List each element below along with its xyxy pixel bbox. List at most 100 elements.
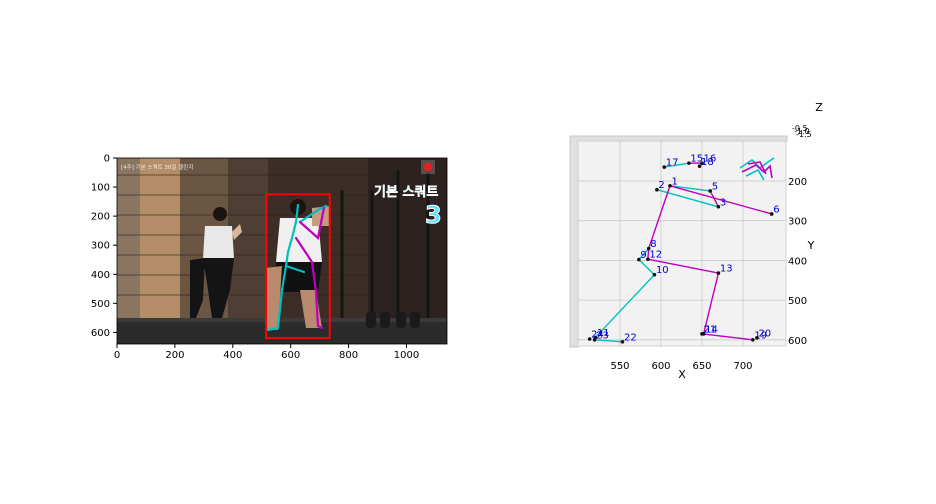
keypoint-label: 14 bbox=[705, 324, 718, 335]
keypoint-marker bbox=[716, 271, 721, 275]
bone-line bbox=[669, 185, 772, 215]
bone-line bbox=[648, 185, 671, 249]
keypoint-marker bbox=[708, 189, 712, 193]
keypoint-label: 9 bbox=[640, 250, 646, 261]
y-tick-label: 0 bbox=[104, 154, 110, 165]
keypoint-marker bbox=[700, 332, 704, 336]
x-tick-label: 600 bbox=[281, 350, 300, 361]
x-tick-label: 550 bbox=[610, 361, 629, 372]
keypoint-label: 12 bbox=[649, 250, 662, 261]
photo-image: [4주] 기본 스쿼트 30일 챌린지 기본 스쿼트 3 bbox=[117, 158, 447, 344]
pane-back-wall bbox=[577, 140, 787, 347]
keypoint-label: 20 bbox=[758, 328, 771, 339]
keypoint-label: 13 bbox=[720, 264, 733, 275]
pose-3d-panel: 550 600 650 700 200 300 400 500 600 X Y Z -0.5 -… bbox=[569, 101, 823, 381]
keypoint-label: 15 bbox=[690, 154, 703, 165]
y-tick-label: 400 bbox=[91, 270, 110, 281]
keypoint-marker bbox=[662, 165, 667, 169]
bone-line bbox=[664, 162, 689, 168]
y-tick-label: 300 bbox=[788, 217, 807, 228]
image-axes-frame bbox=[116, 157, 448, 345]
y-tick-label: 600 bbox=[91, 328, 110, 339]
x-axis-label: X bbox=[678, 368, 686, 381]
bounding-box bbox=[265, 193, 331, 340]
y-axis-label: Y bbox=[807, 239, 815, 252]
x-tick-label: 200 bbox=[165, 350, 184, 361]
channel-logo bbox=[421, 160, 435, 174]
z-axis-ticks: -0.5 -1.0 -1.5 bbox=[792, 124, 812, 139]
y-tick-label: 200 bbox=[788, 177, 807, 188]
keypoint-marker bbox=[697, 164, 702, 169]
keypoint-label: 5 bbox=[712, 181, 718, 192]
bone-line bbox=[594, 274, 655, 338]
x-tick-label: 600 bbox=[651, 361, 670, 372]
svg-text:-1.0: -1.0 bbox=[794, 127, 810, 136]
y-tick-label: 500 bbox=[91, 299, 110, 310]
keypoint-marker bbox=[592, 338, 597, 342]
x-tick-label: 400 bbox=[223, 350, 242, 361]
keypoint-marker bbox=[587, 337, 592, 341]
bone-line bbox=[647, 258, 719, 274]
image-panel: [4주] 기본 스쿼트 30일 챌린지 기본 스쿼트 3 0 200 400 600 8… bbox=[91, 154, 448, 362]
keypoint-label: 1 bbox=[672, 176, 678, 187]
keypoint-label: 22 bbox=[624, 332, 637, 343]
keypoint-marker bbox=[668, 183, 672, 188]
y-tick-label: 100 bbox=[91, 183, 110, 194]
y-tick-label: 400 bbox=[788, 256, 807, 267]
keypoint-label: 8 bbox=[650, 239, 656, 250]
x-tick-label: 700 bbox=[733, 361, 752, 372]
keypoint-marker bbox=[716, 205, 721, 209]
keypoint-marker bbox=[751, 338, 755, 342]
bone-line bbox=[702, 272, 720, 335]
keypoint-label: 2 bbox=[658, 180, 664, 191]
keypoint-label: 24 bbox=[591, 330, 604, 341]
keypoint-marker bbox=[637, 257, 641, 262]
y-tick-label: 200 bbox=[91, 212, 110, 223]
bone-line bbox=[638, 259, 655, 276]
x-tick-label: 0 bbox=[114, 350, 120, 361]
svg-text:-0.5: -0.5 bbox=[792, 124, 808, 133]
pose-skeleton-2d bbox=[266, 203, 328, 332]
bone-line bbox=[701, 333, 753, 341]
keypoint-marker bbox=[620, 339, 625, 344]
z-axis-label: Z bbox=[815, 101, 823, 114]
keypoint-label: 16 bbox=[704, 154, 717, 165]
overlay-title: 기본 스쿼트 bbox=[374, 184, 438, 200]
keypoint-marker bbox=[687, 161, 691, 165]
keypoint-label: 3 bbox=[720, 197, 726, 208]
bone-line bbox=[638, 248, 650, 261]
keypoint-label: 10 bbox=[656, 265, 669, 276]
bone-line bbox=[594, 339, 623, 343]
pose-axis-ticks: 550 600 650 700 200 300 400 500 600 bbox=[610, 177, 807, 372]
x-tick-label: 800 bbox=[339, 350, 358, 361]
keypoint-marker bbox=[646, 246, 651, 251]
keypoint-label: 11 bbox=[597, 328, 610, 339]
keypoint-label: 19 bbox=[754, 330, 767, 341]
pose-bones bbox=[593, 162, 772, 343]
keypoint-label: 18 bbox=[701, 157, 714, 168]
overlay-number: 3 bbox=[425, 201, 442, 229]
bone-line bbox=[669, 185, 711, 192]
keypoint-label: 23 bbox=[596, 330, 609, 341]
x-tick-label: 650 bbox=[692, 361, 711, 372]
svg-text:-1.5: -1.5 bbox=[796, 130, 812, 139]
keypoint-marker bbox=[769, 212, 774, 216]
keypoint-marker bbox=[655, 187, 659, 192]
keypoint-marker bbox=[700, 161, 704, 165]
keypoint-label: 6 bbox=[773, 204, 779, 215]
x-tick-label: 1000 bbox=[394, 350, 419, 361]
caption-text: [4주] 기본 스쿼트 30일 챌린지 bbox=[121, 163, 193, 171]
keypoint-marker bbox=[646, 257, 650, 262]
hand-keypoint-cluster bbox=[739, 157, 775, 181]
y-tick-label: 500 bbox=[788, 296, 807, 307]
keypoint-label: 21 bbox=[704, 324, 717, 335]
y-tick-label: 300 bbox=[91, 241, 110, 252]
bone-line bbox=[709, 190, 720, 208]
image-axis-ticks: 0 200 400 600 800 1000 0 100 200 300 400 500 600 bbox=[91, 154, 419, 362]
y-tick-label: 600 bbox=[788, 336, 807, 347]
keypoint-marker bbox=[652, 272, 657, 277]
keypoint-marker bbox=[755, 336, 759, 340]
keypoint-label: 17 bbox=[666, 158, 679, 169]
